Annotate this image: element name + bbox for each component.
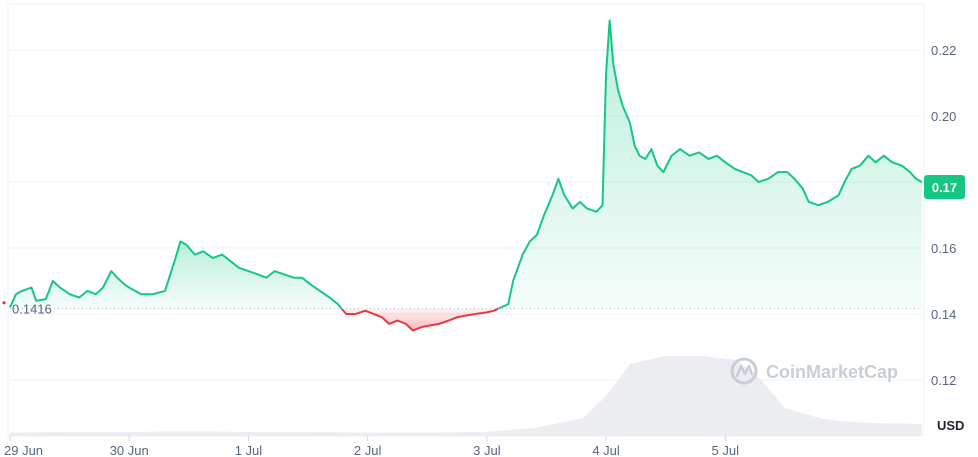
line-segment-1 <box>340 307 499 332</box>
baseline-label: 0.1416 <box>12 302 52 317</box>
y-tick-label-4: 0.20 <box>931 109 956 124</box>
grid-lines <box>7 3 925 437</box>
y-axis-ticks: 0.12 0.14 0.16 0.20 0.22 <box>931 43 956 388</box>
line-segment-2 <box>497 19 923 310</box>
x-tick-label-1: 30 Jun <box>110 443 149 457</box>
line-segment-0 <box>9 240 343 310</box>
current-price-badge: 0.17 <box>924 175 965 199</box>
y-tick-label-1: 0.14 <box>931 307 956 322</box>
x-tick-label-6: 5 Jul <box>712 443 740 457</box>
coinmarketcap-logo-mark <box>735 364 754 378</box>
x-tick-label-2: 1 Jul <box>235 443 263 457</box>
unit-label: USD <box>937 418 964 433</box>
coinmarketcap-logo-icon <box>730 357 758 385</box>
x-tick-label-5: 4 Jul <box>592 443 620 457</box>
baseline-reference: 0.1416 <box>2 301 922 317</box>
baseline-dot <box>2 301 6 305</box>
y-tick-label-2: 0.16 <box>931 241 956 256</box>
y-tick-label-0: 0.12 <box>931 373 956 388</box>
area-segment-0 <box>10 241 342 309</box>
x-tick-label-4: 3 Jul <box>473 443 501 457</box>
area-segment-1 <box>341 308 499 331</box>
x-tick-label-0: 29 Jun <box>4 443 43 457</box>
current-price-badge-bg <box>924 175 965 199</box>
y-tick-label-5: 0.22 <box>931 43 956 58</box>
current-price-label: 0.17 <box>932 180 957 195</box>
watermark-text: CoinMarketCap <box>766 362 898 382</box>
price-area-fill <box>10 20 922 331</box>
x-tick-label-3: 2 Jul <box>354 443 382 457</box>
volume-area <box>10 356 922 436</box>
price-line <box>9 19 923 332</box>
area-segment-2 <box>498 20 922 309</box>
volume-area-shape <box>10 356 922 436</box>
x-axis-ticks: 29 Jun 30 Jun 1 Jul 2 Jul 3 Jul 4 Jul 5 Jul <box>4 436 739 457</box>
watermark: CoinMarketCap <box>730 357 898 385</box>
